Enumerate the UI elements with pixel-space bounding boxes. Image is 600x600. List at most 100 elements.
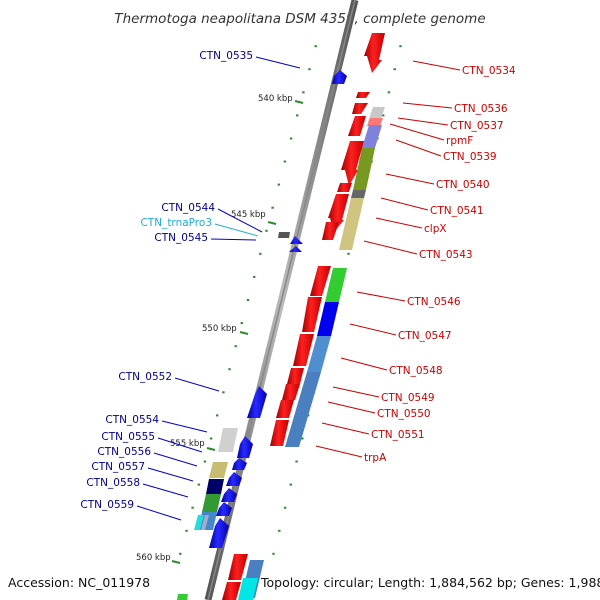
cog-box bbox=[362, 125, 382, 148]
label-ctn-0539[interactable]: CTN_0539 bbox=[443, 151, 497, 163]
forward-genes[interactable] bbox=[222, 33, 385, 600]
label-ctn-0544[interactable]: CTN_0544 bbox=[161, 202, 215, 214]
scale-dot bbox=[209, 437, 213, 440]
gene-ctn-0547[interactable] bbox=[302, 297, 322, 332]
gene-ctn-trnapro3[interactable] bbox=[289, 246, 302, 252]
cog-box bbox=[307, 336, 331, 372]
label-ctn-0554[interactable]: CTN_0554 bbox=[105, 414, 159, 426]
scale-dot bbox=[253, 275, 256, 278]
gene-ctn-0537[interactable] bbox=[348, 116, 366, 136]
genome-title: Thermotoga neapolitana DSM 4359, complet… bbox=[114, 11, 485, 27]
cog-box bbox=[238, 578, 258, 600]
gene-ctn-0552[interactable] bbox=[247, 386, 267, 418]
scale-dot bbox=[203, 460, 207, 463]
scale-label-550: 550 kbp bbox=[202, 324, 237, 334]
gene-ctn-0535[interactable] bbox=[332, 70, 347, 84]
gene-ctn-0557[interactable] bbox=[221, 488, 237, 502]
scale-label-540: 540 kbp bbox=[258, 94, 293, 104]
label-ctn-0547[interactable]: CTN_0547 bbox=[398, 330, 452, 342]
scale-dot bbox=[314, 45, 317, 48]
gene-ctn-0550[interactable] bbox=[282, 384, 300, 400]
scale-dot bbox=[289, 137, 293, 140]
label-ctn-0556[interactable]: CTN_0556 bbox=[97, 446, 151, 458]
gene-ctn-0559[interactable] bbox=[209, 518, 229, 548]
gene-ctn-0551[interactable] bbox=[276, 400, 294, 418]
cog-box bbox=[353, 148, 375, 190]
label-ctn-0540[interactable]: CTN_0540 bbox=[436, 179, 490, 191]
gene-trpa[interactable] bbox=[270, 420, 289, 446]
scale-label-545: 545 kbp bbox=[231, 210, 266, 220]
scale-tick bbox=[294, 100, 304, 104]
gene-ctn-0554[interactable] bbox=[237, 436, 253, 458]
label-ctn-0550[interactable]: CTN_0550 bbox=[377, 408, 431, 420]
gene-lower-2[interactable] bbox=[222, 582, 241, 600]
scale-tick bbox=[171, 560, 181, 564]
label-ctn-0537[interactable]: CTN_0537 bbox=[450, 120, 504, 132]
label-ctn-0535[interactable]: CTN_0535 bbox=[199, 50, 253, 62]
label-ctn-0551[interactable]: CTN_0551 bbox=[371, 429, 425, 441]
scale-dot bbox=[387, 91, 391, 94]
scale-dot bbox=[240, 322, 243, 325]
gene-ctn-0555[interactable] bbox=[232, 458, 247, 470]
gene-ctn-0546[interactable] bbox=[310, 266, 331, 296]
gene-ctn-0548[interactable] bbox=[293, 334, 314, 366]
label-ctn-0546[interactable]: CTN_0546 bbox=[407, 296, 461, 308]
scale-dot bbox=[302, 91, 305, 94]
label-ctn-0559[interactable]: CTN_0559 bbox=[80, 499, 134, 511]
scale-dot bbox=[272, 552, 275, 555]
scale-tick bbox=[267, 221, 277, 225]
label-ctn-trnapro3[interactable]: CTN_trnaPro3 bbox=[140, 217, 212, 229]
label-ctn-0548[interactable]: CTN_0548 bbox=[389, 365, 443, 377]
cog-box bbox=[201, 515, 209, 530]
gene-ctn-0536[interactable] bbox=[356, 92, 370, 98]
label-ctn-0558[interactable]: CTN_0558 bbox=[86, 477, 140, 489]
scale-dot bbox=[234, 345, 237, 348]
scale-dot bbox=[278, 529, 281, 532]
label-ctn-0549[interactable]: CTN_0549 bbox=[381, 392, 435, 404]
gene-ctn-0544[interactable] bbox=[290, 236, 303, 244]
gene-rpmf[interactable] bbox=[341, 141, 364, 186]
cog-boxes-reverse bbox=[177, 232, 290, 600]
label-ctn-0545[interactable]: CTN_0545 bbox=[154, 232, 208, 244]
gene-ctn-0534[interactable] bbox=[364, 33, 385, 73]
gene-ctn-0539[interactable] bbox=[337, 183, 352, 192]
scale-dot bbox=[259, 252, 262, 255]
label-ctn-0534[interactable]: CTN_0534 bbox=[462, 65, 516, 77]
scale-dot bbox=[179, 552, 182, 555]
scale-dot bbox=[301, 437, 304, 440]
scale-ticks: 540 kbp 545 kbp 550 kbp 555 kbp 560 kbp bbox=[136, 94, 304, 564]
gene-ctn-0556[interactable] bbox=[226, 472, 242, 486]
scale-dot bbox=[216, 414, 219, 417]
gene-ctn-0536-arrow[interactable] bbox=[352, 103, 368, 114]
scale-dot bbox=[277, 183, 280, 186]
label-ctn-0536[interactable]: CTN_0536 bbox=[454, 103, 508, 115]
scale-dot bbox=[283, 506, 287, 509]
cog-box bbox=[278, 232, 290, 238]
accession-text: Accession: NC_011978 bbox=[8, 575, 150, 590]
label-rpmf[interactable]: rpmF bbox=[446, 135, 473, 147]
scale-dot bbox=[197, 483, 200, 486]
reverse-genes[interactable] bbox=[209, 70, 347, 548]
cog-box bbox=[177, 594, 188, 600]
scale-dot bbox=[347, 252, 350, 255]
scale-tick bbox=[239, 331, 249, 335]
label-ctn-0555[interactable]: CTN_0555 bbox=[101, 431, 155, 443]
cog-box bbox=[209, 462, 228, 478]
label-ctn-0552[interactable]: CTN_0552 bbox=[118, 371, 172, 383]
cog-box bbox=[206, 479, 224, 494]
label-clpx[interactable]: clpX bbox=[424, 223, 447, 235]
scale-dot bbox=[191, 506, 194, 509]
gene-ctn-0549[interactable] bbox=[287, 368, 304, 384]
gene-lower-1[interactable] bbox=[228, 554, 248, 580]
reverse-gene-labels: CTN_0535 CTN_0544 CTN_trnaPro3 CTN_0545 … bbox=[80, 50, 301, 521]
scale-dot bbox=[296, 114, 299, 117]
cog-box bbox=[194, 515, 204, 530]
label-ctn-0543[interactable]: CTN_0543 bbox=[419, 249, 473, 261]
label-trpa[interactable]: trpA bbox=[364, 452, 387, 464]
scale-dot bbox=[185, 529, 188, 532]
gene-ctn-0541[interactable] bbox=[322, 222, 339, 240]
scale-dot bbox=[399, 45, 402, 48]
label-ctn-0557[interactable]: CTN_0557 bbox=[91, 461, 145, 473]
label-ctn-0541[interactable]: CTN_0541 bbox=[430, 205, 484, 217]
gene-ctn-0558[interactable] bbox=[216, 502, 232, 516]
